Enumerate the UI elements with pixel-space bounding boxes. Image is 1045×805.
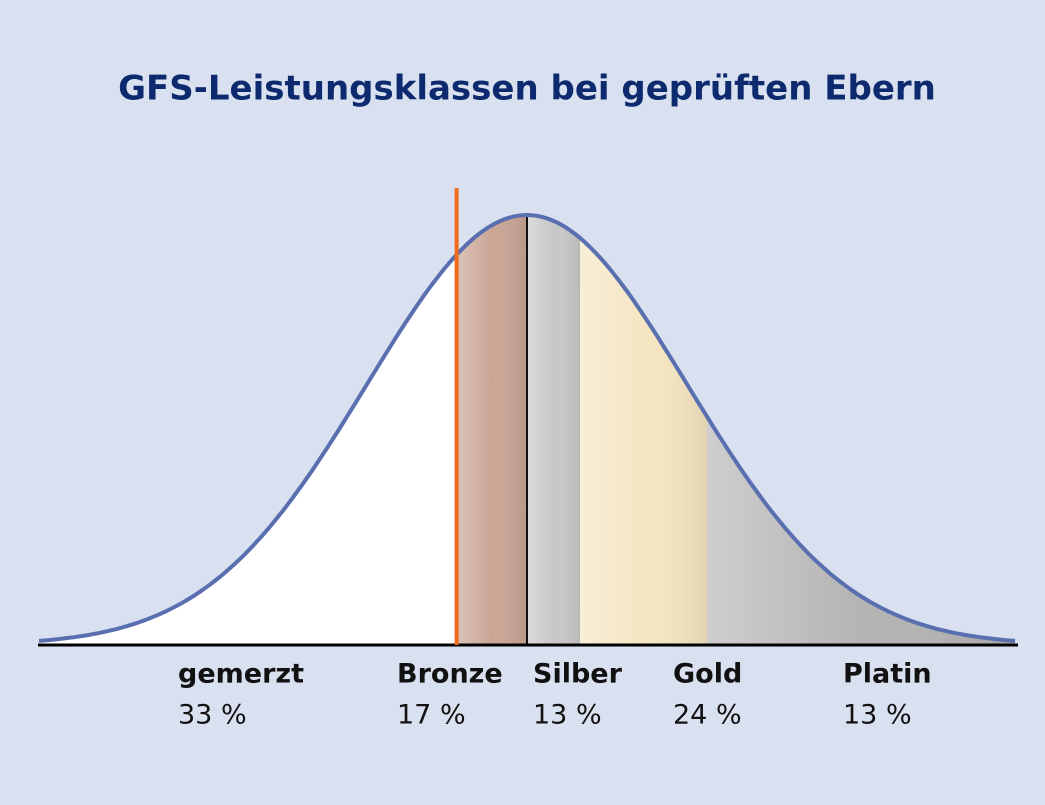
category-label: Platin bbox=[843, 659, 932, 690]
category-label: Silber bbox=[533, 659, 623, 690]
category-label: Bronze bbox=[397, 659, 503, 690]
segment bbox=[39, 254, 457, 645]
curve-outline bbox=[38, 212, 1016, 643]
value-label: 13 % bbox=[843, 700, 912, 731]
category-label: gemerzt bbox=[178, 659, 304, 690]
value-label: 17 % bbox=[397, 700, 466, 731]
segment-sheen bbox=[707, 417, 1015, 645]
value-label: 13 % bbox=[533, 700, 602, 731]
chart-title: GFS-Leistungsklassen bei geprüften Ebern bbox=[118, 69, 936, 109]
segment-sheen bbox=[527, 215, 581, 645]
category-label: Gold bbox=[673, 659, 742, 690]
segment-sheen bbox=[580, 238, 708, 645]
segment-sheen bbox=[456, 215, 527, 645]
value-label: 24 % bbox=[673, 700, 742, 731]
value-label: 33 % bbox=[178, 700, 247, 731]
